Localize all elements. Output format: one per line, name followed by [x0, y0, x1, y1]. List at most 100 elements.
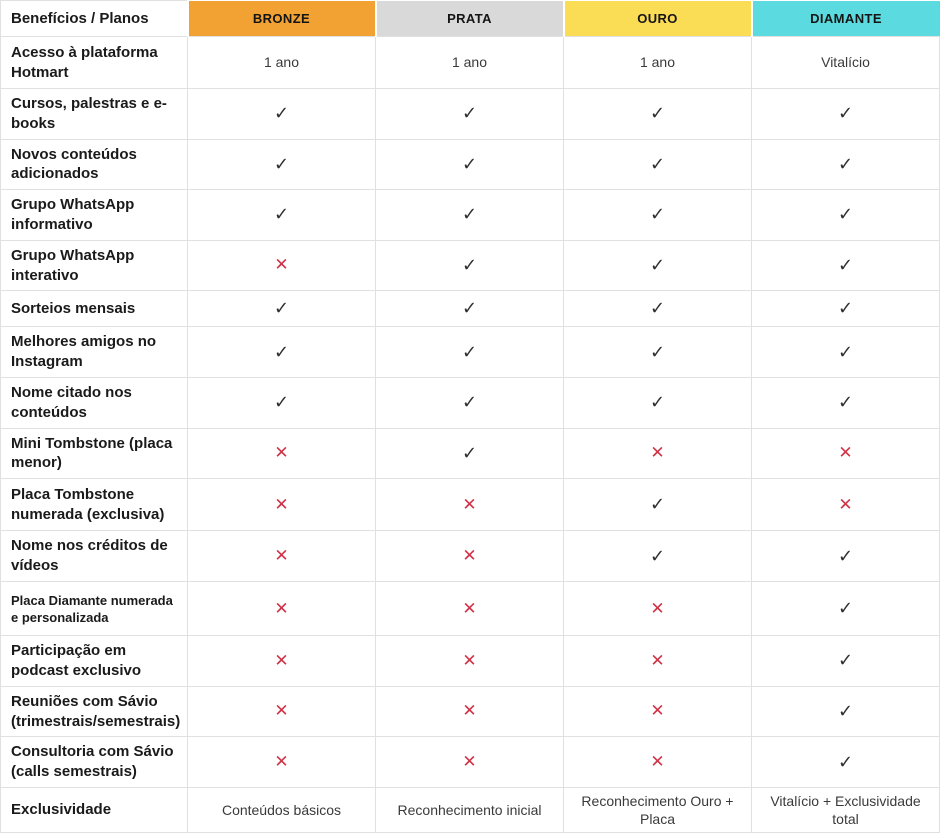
- benefit-cell: ✕: [751, 427, 940, 480]
- benefit-cell: ✕: [187, 478, 376, 532]
- check-icon: ✓: [273, 103, 290, 124]
- check-icon: ✓: [461, 392, 478, 413]
- benefit-cell: ✓: [751, 635, 940, 687]
- table-row: Exclusividade Conteúdos básicos Reconhecim…: [0, 786, 940, 833]
- table-row: Grupo WhatsApp informativo ✓ ✓ ✓ ✓: [0, 189, 940, 241]
- cross-icon: ✕: [462, 701, 477, 721]
- benefit-cell: 1 ano: [563, 36, 752, 89]
- table-row: Sorteios mensais ✓ ✓ ✓ ✓: [0, 290, 940, 328]
- cross-icon: ✕: [650, 443, 665, 463]
- table-row: Reuniões com Sávio (trimestrais/semestra…: [0, 685, 940, 738]
- table-row: Nome citado nos conteúdos ✓ ✓ ✓ ✓: [0, 376, 940, 429]
- benefit-cell: ✓: [187, 189, 376, 241]
- check-icon: ✓: [837, 341, 854, 362]
- check-icon: ✓: [649, 341, 666, 362]
- check-icon: ✓: [837, 254, 854, 275]
- cross-icon: ✕: [274, 701, 289, 721]
- benefit-cell: 1 ano: [375, 36, 564, 89]
- benefit-cell: ✓: [751, 326, 940, 378]
- check-icon: ✓: [273, 298, 290, 319]
- table-row: Grupo WhatsApp interativo ✕ ✓ ✓ ✓: [0, 239, 940, 292]
- check-icon: ✓: [461, 204, 478, 225]
- benefit-cell: ✓: [751, 239, 940, 292]
- cross-icon: ✕: [274, 443, 289, 463]
- cell-text: Vitalício: [821, 54, 870, 71]
- cross-icon: ✕: [462, 546, 477, 566]
- check-icon: ✓: [461, 153, 478, 174]
- benefit-label: Novos conteúdos adicionados: [0, 138, 188, 191]
- benefit-cell: ✓: [375, 239, 564, 292]
- table-row: Participação em podcast exclusivo ✕ ✕ ✕ ✓: [0, 635, 940, 687]
- check-icon: ✓: [273, 392, 290, 413]
- benefit-label: Mini Tombstone (placa menor): [0, 427, 188, 480]
- check-icon: ✓: [461, 103, 478, 124]
- header-row: Benefícios / Planos BRONZE PRATA OURO DIAMA…: [0, 0, 940, 37]
- benefit-cell: ✓: [375, 326, 564, 378]
- plan-header-diamante: DIAMANTE: [750, 0, 940, 37]
- plan-header-prata: PRATA: [374, 0, 564, 37]
- check-icon: ✓: [837, 298, 854, 319]
- check-icon: ✓: [649, 204, 666, 225]
- cell-text: Reconhecimento inicial: [397, 802, 542, 819]
- check-icon: ✓: [649, 298, 666, 319]
- table-row: Cursos, palestras e e-books ✓ ✓ ✓ ✓: [0, 88, 940, 140]
- benefit-cell: Vitalício: [751, 36, 940, 89]
- benefit-cell: ✕: [187, 736, 376, 788]
- check-icon: ✓: [837, 598, 854, 619]
- benefit-label: Grupo WhatsApp interativo: [0, 239, 188, 292]
- benefit-cell: ✓: [187, 326, 376, 378]
- benefit-cell: ✓: [751, 376, 940, 429]
- benefit-cell: ✓: [751, 685, 940, 738]
- benefit-cell: ✕: [375, 478, 564, 532]
- benefit-label: Placa Diamante numerada e personalizada: [0, 581, 188, 637]
- check-icon: ✓: [649, 254, 666, 275]
- cross-icon: ✕: [650, 650, 665, 670]
- table-row: Placa Diamante numerada e personalizada ✕…: [0, 581, 940, 637]
- table-row: Novos conteúdos adicionados ✓ ✓ ✓ ✓: [0, 138, 940, 191]
- benefit-cell: ✕: [563, 635, 752, 687]
- benefit-cell: ✓: [751, 736, 940, 788]
- check-icon: ✓: [461, 341, 478, 362]
- benefit-cell: ✓: [375, 290, 564, 328]
- cross-icon: ✕: [274, 546, 289, 566]
- benefit-label: Sorteios mensais: [0, 290, 188, 328]
- cross-icon: ✕: [462, 598, 477, 618]
- benefit-cell: ✓: [375, 88, 564, 140]
- cross-icon: ✕: [462, 650, 477, 670]
- benefit-cell: ✓: [375, 427, 564, 480]
- benefit-label: Placa Tombstone numerada (exclusiva): [0, 478, 188, 532]
- benefit-cell: ✓: [751, 290, 940, 328]
- benefit-cell: ✕: [375, 530, 564, 583]
- benefit-cell: ✓: [563, 88, 752, 140]
- cross-icon: ✕: [274, 752, 289, 772]
- table-corner-header: Benefícios / Planos: [0, 0, 188, 37]
- check-icon: ✓: [461, 254, 478, 275]
- benefit-label: Melhores amigos no Instagram: [0, 326, 188, 378]
- benefit-cell: ✕: [563, 581, 752, 637]
- benefit-cell: ✕: [563, 736, 752, 788]
- check-icon: ✓: [649, 494, 666, 515]
- benefit-label: Nome citado nos conteúdos: [0, 376, 188, 429]
- benefit-label: Grupo WhatsApp informativo: [0, 189, 188, 241]
- check-icon: ✓: [837, 650, 854, 671]
- cell-text: 1 ano: [639, 54, 676, 71]
- benefit-label: Participação em podcast exclusivo: [0, 635, 188, 687]
- benefit-label: Cursos, palestras e e-books: [0, 88, 188, 140]
- cross-icon: ✕: [274, 650, 289, 670]
- cell-text: 1 ano: [451, 54, 488, 71]
- cross-icon: ✕: [274, 598, 289, 618]
- cross-icon: ✕: [462, 752, 477, 772]
- plan-header-bronze: BRONZE: [186, 0, 376, 37]
- benefit-cell: ✕: [375, 685, 564, 738]
- benefit-cell: ✕: [563, 427, 752, 480]
- table-row: Nome nos créditos de vídeos ✕ ✕ ✓ ✓: [0, 530, 940, 583]
- benefit-cell: Vitalício + Exclusividade total: [751, 786, 940, 833]
- cross-icon: ✕: [462, 494, 477, 514]
- benefit-cell: ✓: [563, 530, 752, 583]
- cross-icon: ✕: [650, 701, 665, 721]
- benefit-cell: ✓: [563, 376, 752, 429]
- cross-icon: ✕: [838, 443, 853, 463]
- check-icon: ✓: [837, 700, 854, 721]
- benefit-cell: 1 ano: [187, 36, 376, 89]
- table-row: Acesso à plataforma Hotmart 1 ano 1 ano 1 a…: [0, 36, 940, 89]
